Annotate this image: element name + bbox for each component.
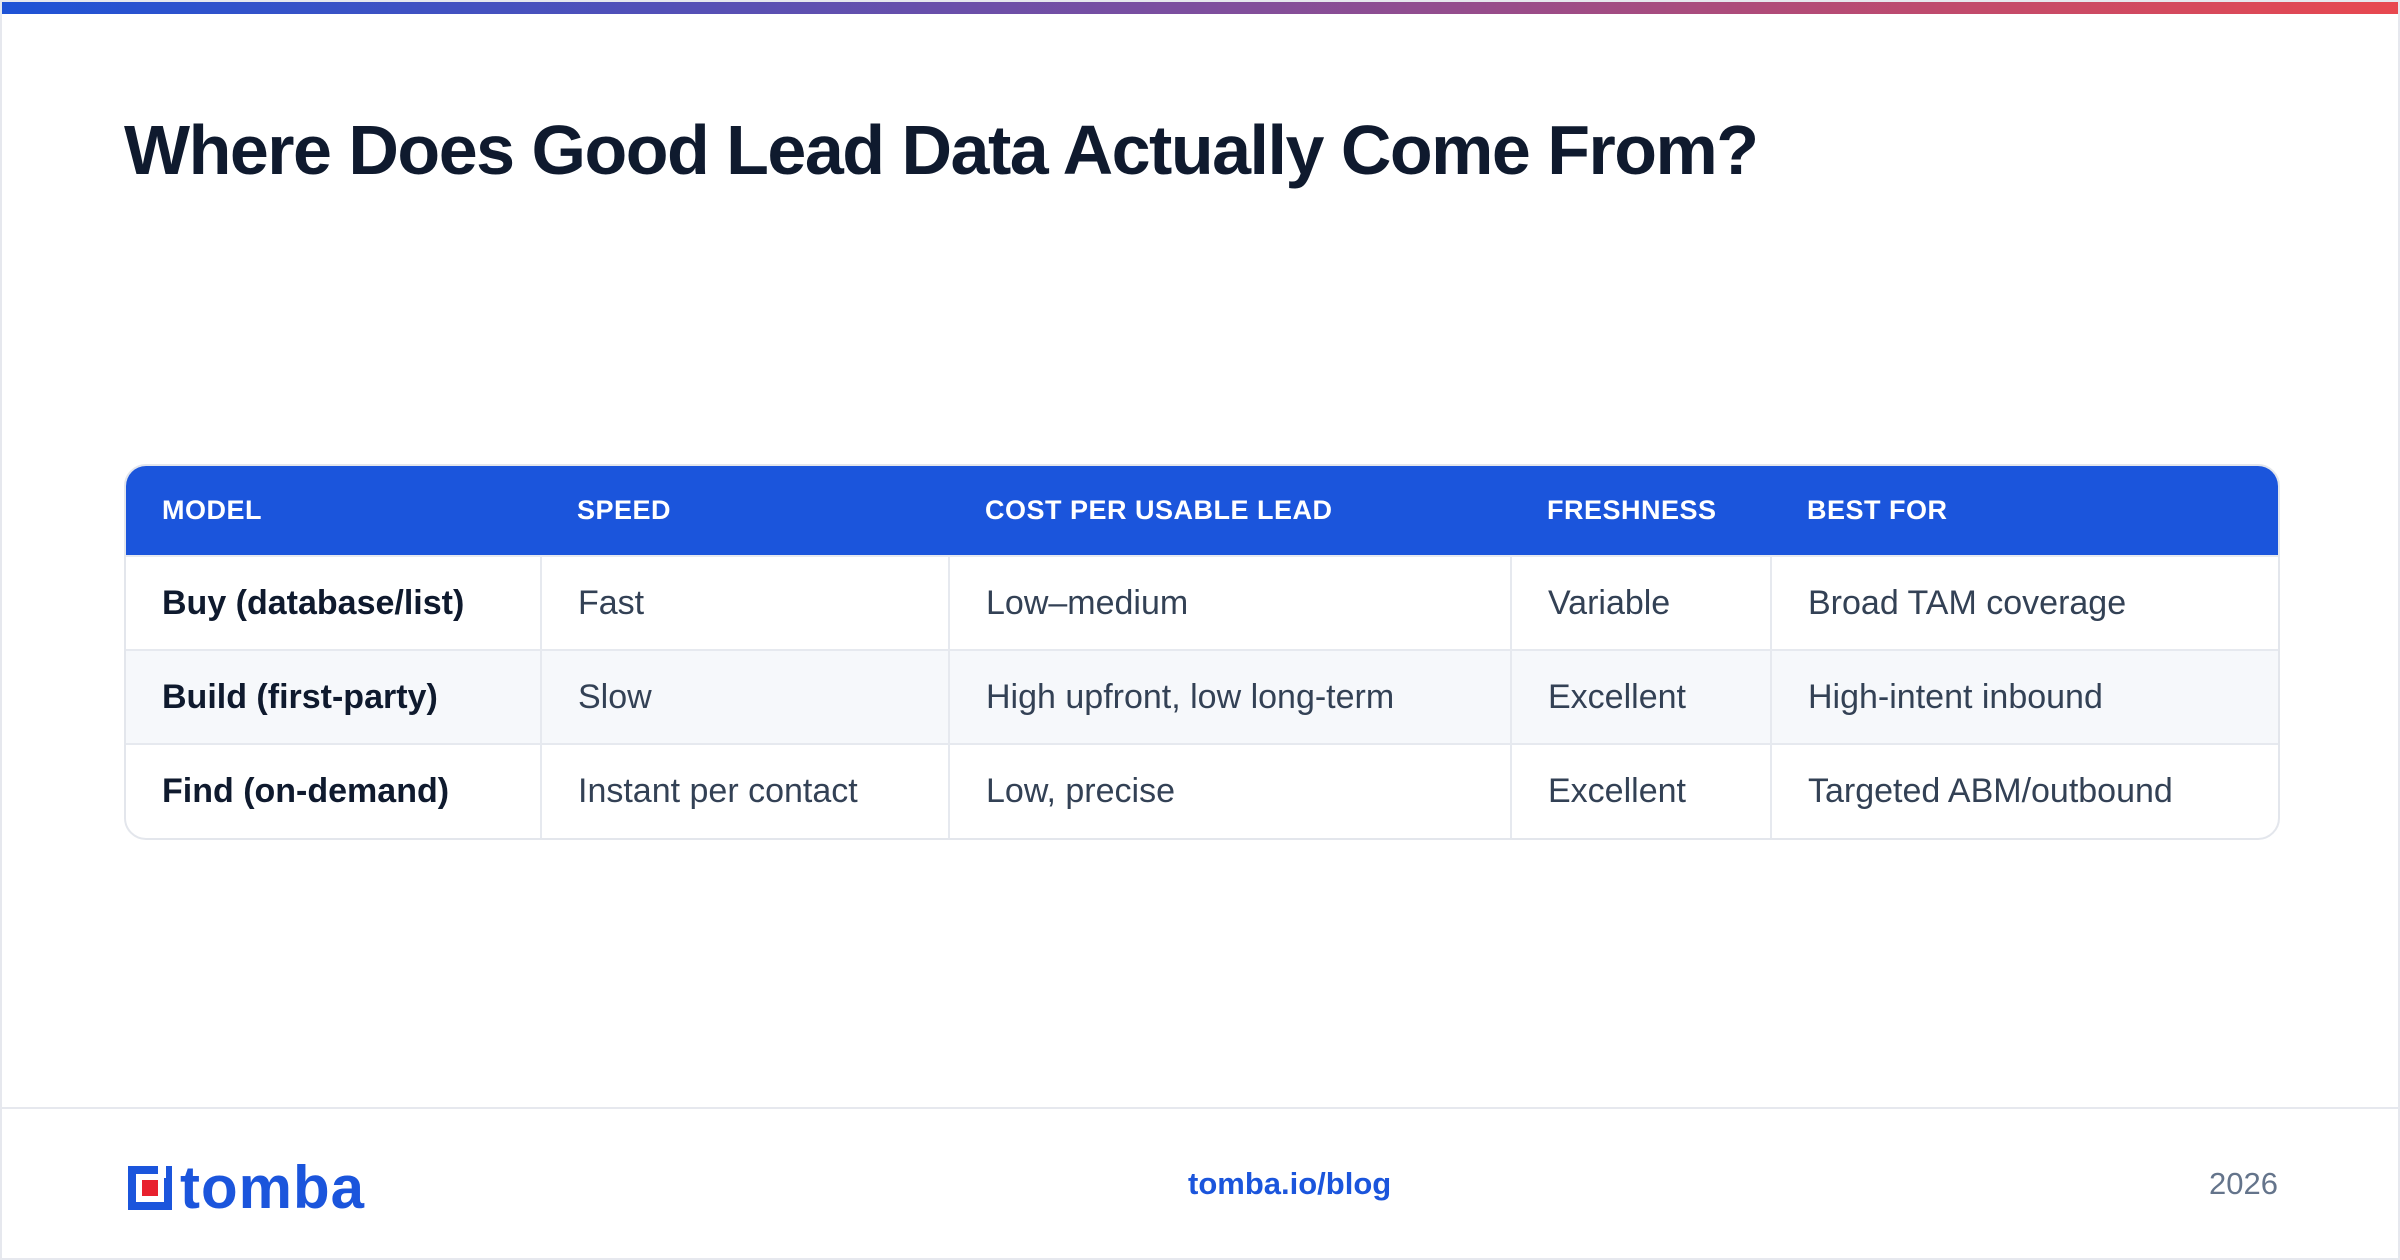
column-header-cost: COST PER USABLE LEAD [985,495,1333,525]
tomba-logo: tomba [124,1158,365,1218]
cell-model: Build (first-party) [126,649,541,744]
logo-wordmark: tomba [180,1154,365,1221]
footer-divider [2,1107,2398,1109]
cell-cost: Low, precise [948,743,1511,838]
table-row: Find (on-demand) Instant per contact Low… [126,743,2278,838]
cell-model: Find (on-demand) [126,743,541,838]
blog-link[interactable]: tomba.io/blog [1188,1166,1392,1201]
page-title: Where Does Good Lead Data Actually Come … [124,111,1759,189]
column-header-speed: SPEED [577,495,672,525]
table-row: Buy (database/list) Fast Low–medium Vari… [126,555,2278,650]
cell-cost: Low–medium [948,555,1511,650]
cell-freshness: Excellent [1510,743,1771,838]
cell-best-for: Targeted ABM/outbound [1770,743,2278,838]
cell-model: Buy (database/list) [126,555,541,650]
column-header-freshness: FRESHNESS [1547,495,1717,525]
cell-best-for: High-intent inbound [1770,649,2278,744]
cell-freshness: Variable [1510,555,1771,650]
cell-speed: Fast [540,555,949,650]
cell-best-for: Broad TAM coverage [1770,555,2278,650]
table-row: Build (first-party) Slow High upfront, l… [126,649,2278,744]
cell-speed: Instant per contact [540,743,949,838]
footer-year: 2026 [2209,1166,2278,1201]
tomba-logo-icon [124,1162,176,1214]
column-header-best-for: BEST FOR [1807,495,1948,525]
column-header-model: MODEL [162,495,262,525]
comparison-table: MODEL SPEED COST PER USABLE LEAD FRESHNE… [124,464,2280,840]
cell-freshness: Excellent [1510,649,1771,744]
table-header-row: MODEL SPEED COST PER USABLE LEAD FRESHNE… [126,466,2278,556]
gradient-top-bar [2,2,2398,14]
cell-speed: Slow [540,649,949,744]
cell-cost: High upfront, low long-term [948,649,1511,744]
